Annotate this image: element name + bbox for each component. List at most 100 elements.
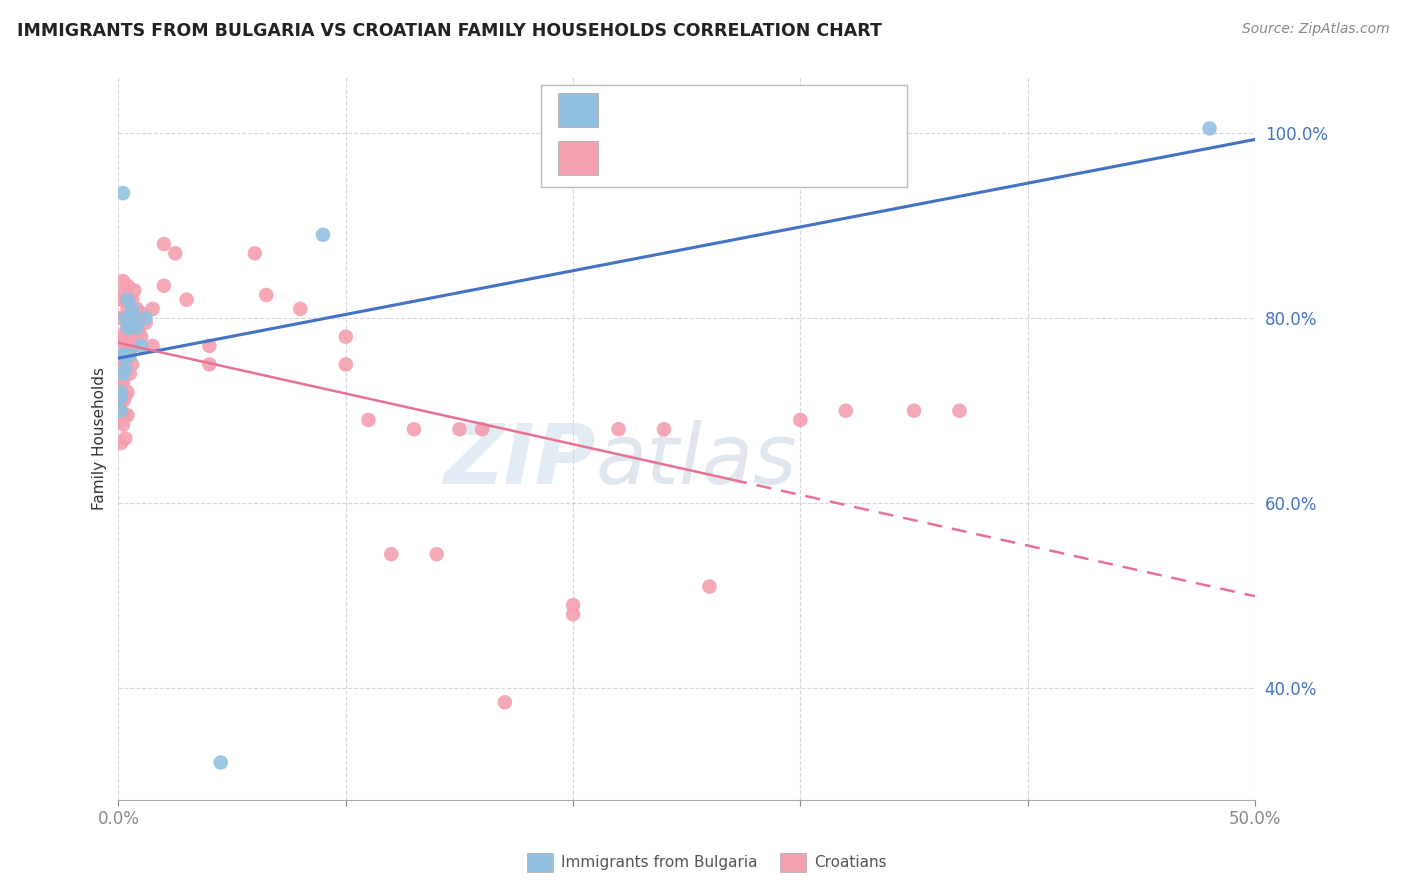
Point [117, 325, 139, 339]
Point [471, 422, 494, 436]
Text: Source: ZipAtlas.com: Source: ZipAtlas.com [1241, 22, 1389, 37]
Point [835, 403, 858, 417]
Point [903, 403, 925, 417]
Point [1198, 121, 1220, 136]
Point [312, 227, 335, 242]
Point [125, 329, 148, 343]
Text: IMMIGRANTS FROM BULGARIA VS CROATIAN FAMILY HOUSEHOLDS CORRELATION CHART: IMMIGRANTS FROM BULGARIA VS CROATIAN FAM… [17, 22, 882, 40]
Point [357, 413, 380, 427]
Point [335, 329, 357, 343]
Point [110, 413, 132, 427]
Point [165, 246, 187, 260]
Y-axis label: Family Households: Family Households [93, 367, 107, 510]
Point [111, 417, 134, 432]
Point [118, 320, 141, 334]
Point [110, 352, 132, 367]
Text: ZIP: ZIP [443, 419, 596, 500]
Point [118, 343, 141, 358]
Point [117, 352, 139, 367]
Point [110, 376, 132, 390]
Point [128, 325, 150, 339]
Point [114, 409, 136, 423]
Point [699, 580, 721, 594]
Point [198, 339, 221, 353]
Point [111, 311, 134, 326]
Point [110, 394, 132, 409]
Point [141, 301, 163, 316]
Point [111, 293, 134, 307]
Text: R =  0.055    N =  80: R = 0.055 N = 80 [609, 149, 796, 167]
Point [110, 436, 132, 450]
Point [114, 367, 136, 381]
Point [135, 316, 157, 330]
Point [111, 348, 134, 362]
Text: Croatians: Croatians [814, 855, 887, 870]
Point [124, 334, 146, 349]
Point [111, 367, 134, 381]
Point [209, 756, 232, 770]
Point [402, 422, 425, 436]
Point [129, 339, 152, 353]
Point [121, 293, 143, 307]
Point [114, 390, 136, 404]
Point [562, 598, 585, 612]
Point [117, 320, 139, 334]
Point [110, 390, 132, 404]
Point [110, 385, 132, 400]
Point [118, 367, 141, 381]
Point [153, 278, 176, 293]
Point [198, 358, 221, 372]
Point [121, 339, 143, 353]
Point [117, 301, 139, 316]
Point [494, 695, 516, 709]
Point [114, 311, 136, 326]
Point [118, 297, 141, 311]
Point [114, 311, 136, 326]
Point [118, 320, 141, 334]
Text: R =  0.515    N =  21: R = 0.515 N = 21 [609, 101, 797, 119]
Point [125, 320, 148, 334]
Point [254, 288, 277, 302]
Point [125, 301, 148, 316]
Point [607, 422, 630, 436]
Point [121, 358, 143, 372]
Point [449, 422, 471, 436]
Point [111, 394, 134, 409]
Point [176, 293, 198, 307]
Point [129, 306, 152, 320]
Point [110, 403, 132, 417]
Point [111, 186, 134, 201]
Point [124, 311, 146, 326]
Point [111, 329, 134, 343]
Point [124, 284, 146, 298]
Point [129, 329, 152, 343]
Text: Immigrants from Bulgaria: Immigrants from Bulgaria [561, 855, 758, 870]
Point [948, 403, 970, 417]
Point [117, 409, 139, 423]
Point [121, 301, 143, 316]
Point [789, 413, 811, 427]
Point [290, 301, 312, 316]
Point [426, 547, 449, 561]
Point [111, 352, 134, 367]
Text: atlas: atlas [596, 419, 797, 500]
Point [121, 316, 143, 330]
Point [114, 284, 136, 298]
Point [110, 334, 132, 349]
Point [124, 311, 146, 326]
Point [153, 237, 176, 252]
Point [117, 278, 139, 293]
Point [114, 343, 136, 358]
Point [117, 293, 139, 307]
Point [114, 325, 136, 339]
Point [114, 362, 136, 376]
Point [111, 376, 134, 390]
Point [141, 339, 163, 353]
Point [114, 348, 136, 362]
Point [110, 293, 132, 307]
Point [243, 246, 266, 260]
Point [335, 358, 357, 372]
Point [135, 311, 157, 326]
Point [562, 607, 585, 622]
Point [652, 422, 675, 436]
